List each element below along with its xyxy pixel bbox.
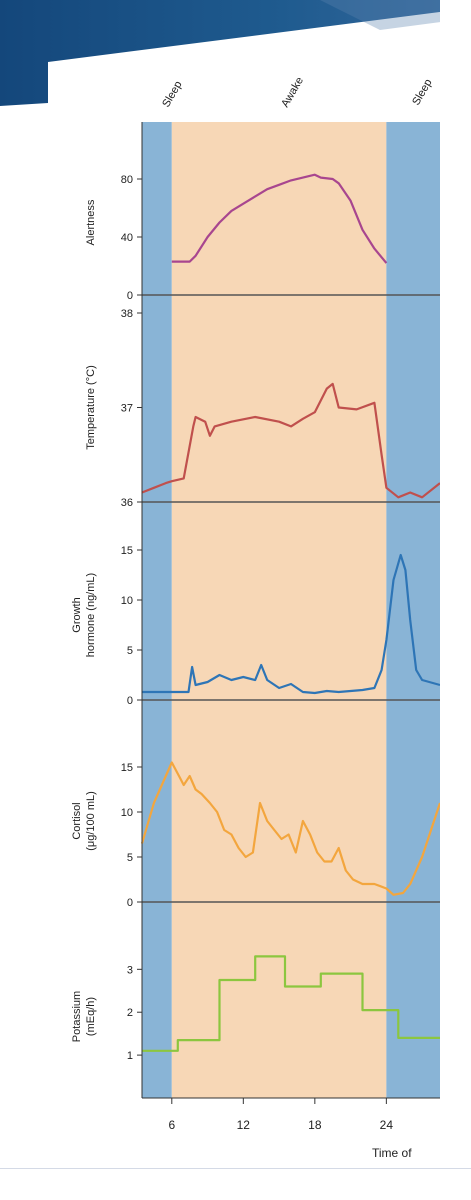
slide-edge bbox=[440, 0, 471, 1200]
series-line-0 bbox=[171, 173, 388, 264]
y-tick-label: 15 bbox=[121, 762, 133, 774]
y-tick-label: 37 bbox=[121, 403, 133, 415]
y-tick-label: 2 bbox=[127, 1007, 133, 1019]
y-tick-label: 3 bbox=[127, 964, 133, 976]
y-tick-label: 5 bbox=[127, 645, 133, 657]
y-axis-label: Temperature (°C) bbox=[85, 365, 97, 449]
y-axis-label: Alertness bbox=[85, 199, 97, 245]
y-tick-label: 0 bbox=[127, 290, 133, 302]
y-axis-label: Potassium bbox=[71, 991, 83, 1042]
y-axis-label: Growth bbox=[71, 597, 83, 632]
slide-banner bbox=[0, 0, 471, 106]
x-tick-label: 12 bbox=[237, 1118, 251, 1132]
y-tick-label: 0 bbox=[127, 897, 133, 909]
y-tick-label: 10 bbox=[121, 595, 133, 607]
series-line-4 bbox=[142, 955, 440, 1052]
series-line-3 bbox=[140, 761, 442, 896]
y-axis-label: hormone (ng/mL) bbox=[85, 573, 97, 657]
panel-separators bbox=[142, 294, 440, 903]
state-labels: Sleep Awake Sleep bbox=[160, 75, 434, 109]
band-sleep-0 bbox=[142, 122, 172, 1098]
x-tick-label: 24 bbox=[380, 1118, 394, 1132]
y-tick-label: 15 bbox=[121, 545, 133, 557]
y-axis-label: (mEq/h) bbox=[85, 997, 97, 1036]
state-label-sleep: Sleep bbox=[160, 79, 184, 109]
series-lines bbox=[140, 173, 442, 1052]
y-axis-label: (μg/100 mL) bbox=[85, 791, 97, 851]
y-tick-label: 80 bbox=[121, 174, 133, 186]
y-tick-label: 38 bbox=[121, 308, 133, 320]
band-sleep-2 bbox=[386, 122, 440, 1098]
y-tick-label: 10 bbox=[121, 807, 133, 819]
y-tick-label: 1 bbox=[127, 1050, 133, 1062]
x-axis: 6 12 18 24 Time of bbox=[142, 1097, 440, 1160]
y-tick-label: 0 bbox=[127, 695, 133, 707]
series-line-1 bbox=[141, 382, 441, 499]
y-tick-label: 36 bbox=[121, 497, 133, 509]
y-tick-label: 40 bbox=[121, 232, 133, 244]
state-label-sleep: Sleep bbox=[410, 77, 434, 107]
state-bands bbox=[142, 122, 440, 1098]
state-label-awake: Awake bbox=[279, 75, 306, 109]
x-axis-title: Time of bbox=[372, 1146, 412, 1160]
series-line-2 bbox=[142, 553, 441, 695]
y-tick-label: 5 bbox=[127, 852, 133, 864]
band-awake-1 bbox=[171, 122, 387, 1098]
footer-divider bbox=[0, 1168, 471, 1169]
x-tick-label: 6 bbox=[168, 1118, 175, 1132]
y-axis-label: Cortisol bbox=[71, 802, 83, 839]
x-tick-label: 18 bbox=[308, 1118, 322, 1132]
